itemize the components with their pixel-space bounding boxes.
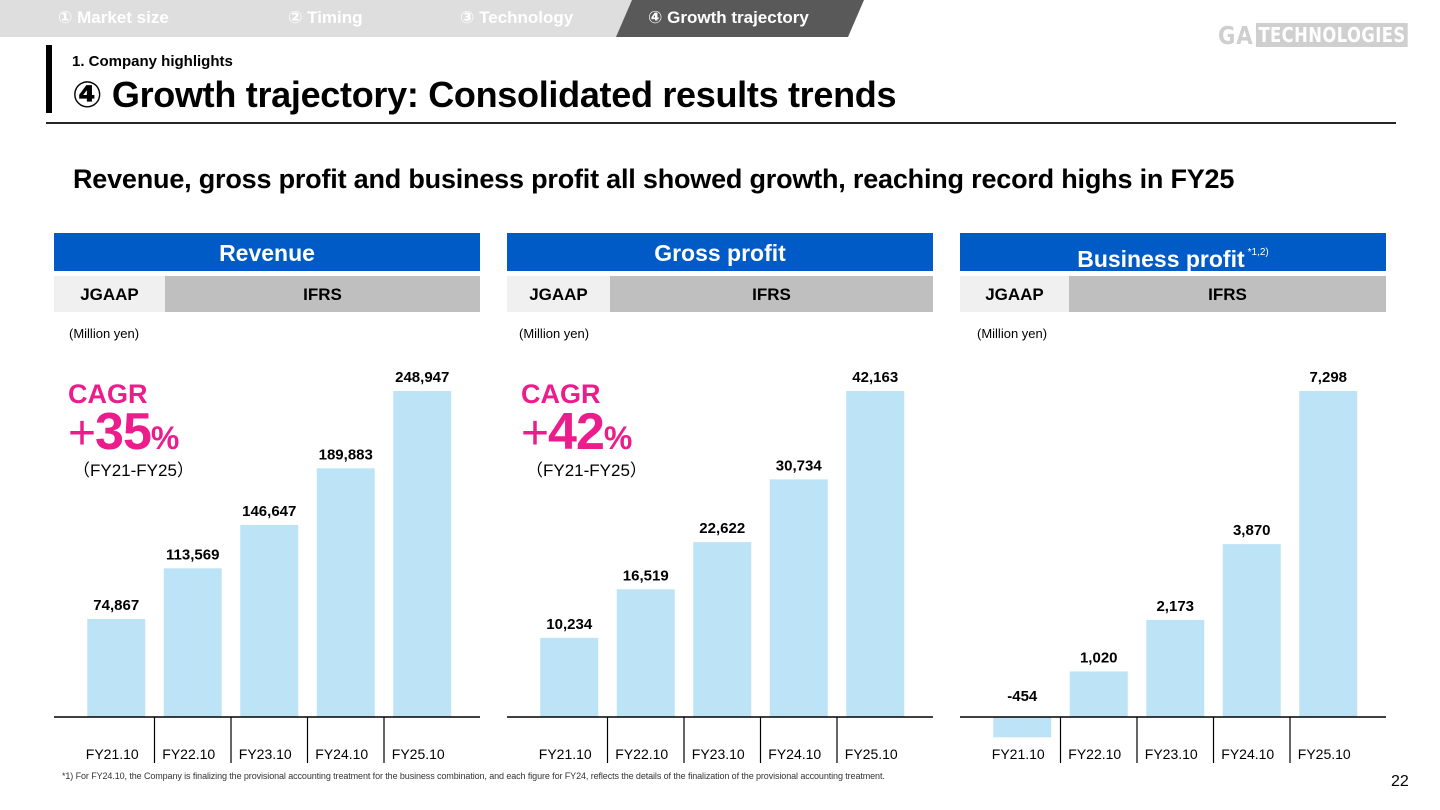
panel-title: Business profit *1,2) bbox=[960, 233, 1386, 272]
gross-profit-chart: 10,234 FY21.10 16,519 FY22.10 22,622 FY23.10 3… bbox=[507, 369, 933, 763]
unit-label: (Million yen) bbox=[519, 326, 590, 341]
bar bbox=[993, 717, 1052, 738]
bar bbox=[163, 568, 222, 717]
category-label: FY22.10 bbox=[615, 746, 668, 762]
cagr-plus: + bbox=[521, 407, 549, 460]
jgaap-label: JGAAP bbox=[507, 276, 610, 312]
accounting-standard-row: JGAAP IFRS bbox=[54, 276, 480, 312]
category-label: FY24.10 bbox=[1221, 746, 1274, 762]
panel-title: Gross profit bbox=[507, 233, 933, 271]
category-label: FY25.10 bbox=[1298, 746, 1351, 762]
unit-label: (Million yen) bbox=[977, 326, 1048, 341]
accounting-standard-row: JGAAP IFRS bbox=[507, 276, 933, 312]
category-label: FY24.10 bbox=[315, 746, 368, 762]
cagr-label: CAGR bbox=[521, 379, 601, 409]
bar bbox=[846, 391, 905, 717]
category-label: FY21.10 bbox=[86, 746, 139, 762]
section-nav: ① Market size ② Timing ③ Technology ④ Gr… bbox=[0, 0, 870, 37]
cagr-number: 42 bbox=[548, 403, 605, 461]
value-label: 2,173 bbox=[1156, 598, 1194, 615]
logo-ga: GA bbox=[1218, 20, 1254, 50]
page-title: ④ Growth trajectory: Consolidated result… bbox=[72, 74, 897, 115]
value-label: -454 bbox=[1007, 688, 1038, 705]
value-label: 74,867 bbox=[93, 597, 139, 614]
panel-title-text: Gross profit bbox=[654, 240, 786, 266]
value-label: 1,020 bbox=[1080, 649, 1118, 666]
cagr-percent: % bbox=[150, 420, 179, 456]
cagr-value: +42% bbox=[521, 406, 647, 461]
value-label: 42,163 bbox=[852, 369, 898, 386]
business-profit-panel: Business profit *1,2) JGAAP IFRS (Million… bbox=[960, 233, 1386, 773]
business-profit-chart: -454 FY21.10 1,020 FY22.10 2,173 FY23.10 3,870… bbox=[960, 369, 1386, 763]
tab-timing[interactable]: ② Timing bbox=[288, 8, 363, 27]
ifrs-label: IFRS bbox=[1069, 276, 1386, 312]
jgaap-label: JGAAP bbox=[960, 276, 1069, 312]
bar bbox=[1146, 619, 1205, 717]
cagr-percent: % bbox=[603, 420, 632, 456]
panel-title-text: Business profit bbox=[1077, 246, 1245, 272]
value-label: 3,870 bbox=[1233, 522, 1271, 539]
bar bbox=[616, 589, 675, 717]
bar bbox=[540, 637, 599, 717]
bar bbox=[693, 542, 752, 717]
cagr-period: （FY21-FY25） bbox=[526, 461, 647, 480]
cagr-label: CAGR bbox=[68, 379, 148, 409]
value-label: 30,734 bbox=[776, 457, 823, 474]
bar bbox=[1222, 544, 1281, 717]
footnote-reference: *1,2) bbox=[1247, 247, 1269, 258]
section-label: 1. Company highlights bbox=[72, 53, 233, 70]
cagr-callout: CAGR +42% （FY21-FY25） bbox=[521, 379, 647, 481]
logo-technologies: TECHNOLOGIES bbox=[1255, 23, 1408, 47]
value-label: 189,883 bbox=[319, 446, 373, 463]
cagr-callout: CAGR +35% （FY21-FY25） bbox=[68, 379, 194, 481]
tab-market-size[interactable]: ① Market size bbox=[58, 8, 169, 27]
category-label: FY22.10 bbox=[1068, 746, 1121, 762]
bar bbox=[1069, 671, 1128, 717]
revenue-panel: Revenue JGAAP IFRS (Million yen) 74,867 F… bbox=[54, 233, 480, 773]
jgaap-label: JGAAP bbox=[54, 276, 165, 312]
panel-title-text: Revenue bbox=[219, 240, 315, 266]
value-label: 10,234 bbox=[546, 616, 593, 633]
cagr-number: 35 bbox=[95, 403, 152, 461]
category-label: FY21.10 bbox=[539, 746, 592, 762]
value-label: 16,519 bbox=[623, 567, 669, 584]
category-label: FY21.10 bbox=[992, 746, 1045, 762]
ifrs-label: IFRS bbox=[165, 276, 480, 312]
accounting-standard-row: JGAAP IFRS bbox=[960, 276, 1386, 312]
category-label: FY25.10 bbox=[845, 746, 898, 762]
value-label: 22,622 bbox=[699, 520, 745, 537]
bar bbox=[87, 618, 146, 717]
unit-label: (Million yen) bbox=[69, 326, 140, 341]
gross-profit-panel: Gross profit JGAAP IFRS (Million yen) 10… bbox=[507, 233, 933, 773]
footnote: *1) For FY24.10, the Company is finalizi… bbox=[62, 771, 885, 781]
revenue-chart: 74,867 FY21.10 113,569 FY22.10 146,647 FY23.1… bbox=[54, 369, 480, 763]
category-label: FY22.10 bbox=[162, 746, 215, 762]
category-label: FY23.10 bbox=[1145, 746, 1198, 762]
category-label: FY23.10 bbox=[239, 746, 292, 762]
category-label: FY24.10 bbox=[768, 746, 821, 762]
header-divider bbox=[46, 122, 1396, 124]
headline: Revenue, gross profit and business profi… bbox=[73, 164, 1235, 194]
value-label: 113,569 bbox=[166, 546, 219, 563]
cagr-period: （FY21-FY25） bbox=[73, 461, 194, 480]
category-label: FY23.10 bbox=[692, 746, 745, 762]
cagr-plus: + bbox=[68, 407, 96, 460]
value-label: 248,947 bbox=[395, 369, 449, 386]
ifrs-label: IFRS bbox=[610, 276, 933, 312]
panel-title: Revenue bbox=[54, 233, 480, 271]
bar bbox=[316, 468, 375, 717]
value-label: 7,298 bbox=[1309, 369, 1347, 386]
value-label: 146,647 bbox=[242, 503, 296, 520]
bar bbox=[1299, 391, 1358, 717]
bar bbox=[769, 479, 828, 717]
tab-technology[interactable]: ③ Technology bbox=[460, 8, 574, 27]
bar bbox=[393, 391, 452, 717]
cagr-value: +35% bbox=[68, 406, 194, 461]
tab-growth-trajectory[interactable]: ④ Growth trajectory bbox=[616, 0, 864, 37]
bar bbox=[240, 524, 299, 717]
page-number: 22 bbox=[1391, 773, 1409, 790]
company-logo: GA TECHNOLOGIES bbox=[1218, 20, 1440, 50]
header-accent-bar bbox=[46, 45, 52, 113]
category-label: FY25.10 bbox=[392, 746, 445, 762]
